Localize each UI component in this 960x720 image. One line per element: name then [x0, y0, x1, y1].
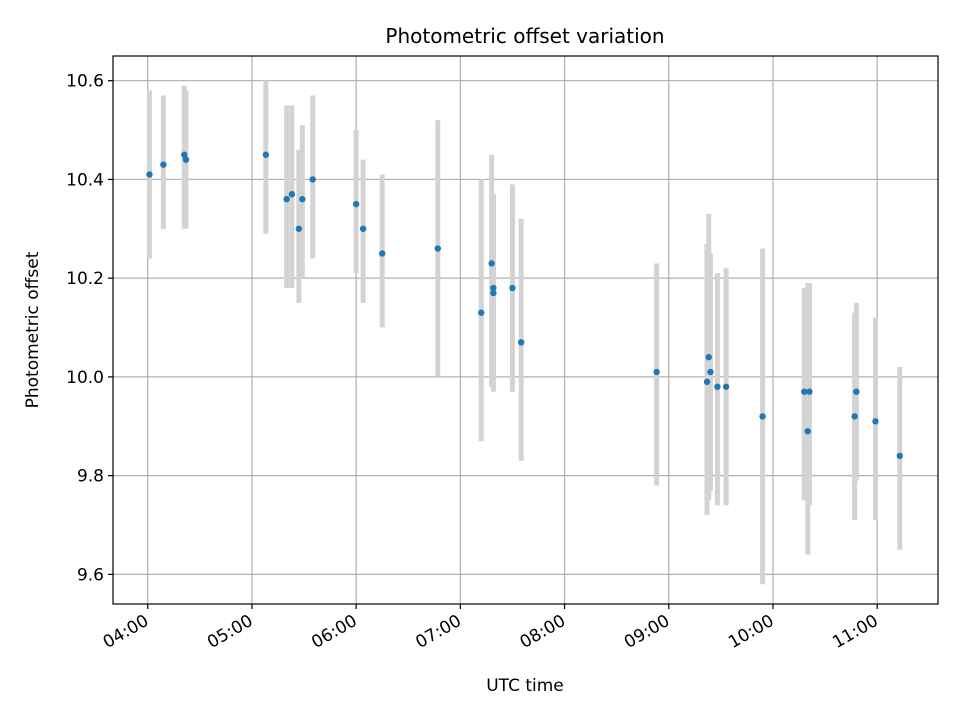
y-tick-label: 10.2 [66, 269, 104, 289]
data-point [160, 161, 167, 168]
plot-frame [112, 55, 939, 605]
y-tick-label: 10.4 [66, 170, 104, 190]
data-point [722, 383, 730, 390]
y-tick-label: 10.0 [66, 368, 104, 388]
data-point [801, 388, 808, 395]
data-point [872, 418, 879, 425]
data-point [490, 289, 497, 297]
data-point [490, 284, 497, 292]
data-point [707, 368, 714, 376]
data-point [517, 339, 525, 346]
data-points [146, 151, 903, 460]
data-point [283, 195, 290, 203]
y-tick-label: 9.8 [77, 467, 104, 487]
x-axis-label: UTC time [486, 676, 564, 696]
data-point [309, 176, 316, 183]
chart-title: Photometric offset variation [385, 24, 664, 48]
data-point [299, 195, 306, 203]
data-point [759, 413, 766, 420]
y-tick-label: 9.6 [77, 565, 104, 585]
data-point [804, 428, 811, 435]
data-point [359, 225, 367, 232]
data-point [705, 353, 712, 361]
data-point [295, 225, 303, 232]
data-point [379, 250, 386, 257]
data-point [352, 200, 360, 208]
data-point [714, 383, 721, 390]
data-point [703, 378, 711, 386]
data-point [288, 191, 296, 198]
y-tick-label: 10.6 [66, 72, 104, 92]
data-point [182, 156, 190, 163]
data-point [146, 171, 153, 178]
data-point [478, 309, 485, 316]
data-point [653, 368, 660, 376]
data-point [853, 388, 860, 395]
data-point [262, 151, 270, 158]
y-axis-ticks: 9.6 9.8 10.0 10.2 10.4 10.6 [66, 72, 113, 585]
data-point [509, 284, 516, 292]
data-point [488, 260, 495, 267]
data-point [851, 413, 858, 420]
data-point [896, 452, 903, 460]
y-axis-label: Photometric offset [23, 251, 43, 408]
data-point [434, 245, 441, 252]
data-point [806, 388, 813, 395]
data-point [181, 151, 188, 158]
